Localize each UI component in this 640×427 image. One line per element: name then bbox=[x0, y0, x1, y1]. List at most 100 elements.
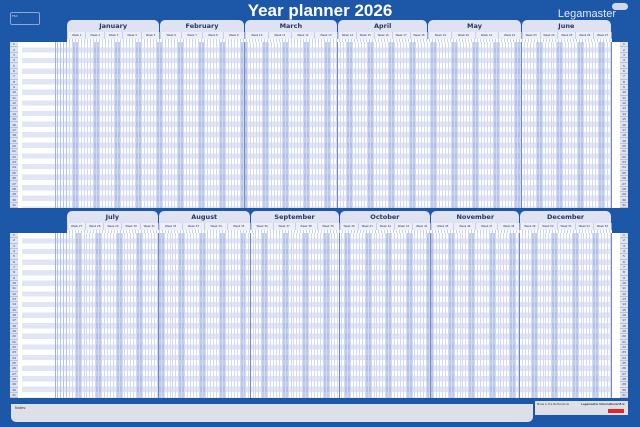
month-tab-november[interactable]: November bbox=[431, 211, 520, 223]
day-column[interactable] bbox=[298, 42, 302, 208]
day-column[interactable] bbox=[175, 42, 179, 208]
day-column[interactable] bbox=[342, 233, 346, 398]
day-column[interactable] bbox=[351, 233, 355, 398]
day-column[interactable] bbox=[461, 42, 465, 208]
weekend-day-column[interactable] bbox=[406, 233, 410, 398]
weekend-day-column[interactable] bbox=[578, 42, 582, 208]
day-column[interactable] bbox=[289, 233, 292, 398]
day-column[interactable] bbox=[608, 233, 611, 398]
day-column[interactable] bbox=[87, 233, 91, 398]
weekend-day-column[interactable] bbox=[140, 233, 143, 398]
day-column[interactable] bbox=[123, 233, 126, 398]
month-tab-august[interactable]: August bbox=[158, 211, 250, 223]
day-column[interactable] bbox=[152, 233, 155, 398]
day-column[interactable] bbox=[546, 233, 550, 398]
day-column[interactable] bbox=[496, 233, 499, 398]
day-column[interactable] bbox=[338, 42, 341, 208]
day-column[interactable] bbox=[238, 42, 241, 208]
day-column[interactable] bbox=[171, 233, 174, 398]
day-column[interactable] bbox=[344, 42, 347, 208]
day-column[interactable] bbox=[143, 233, 146, 398]
weekend-day-column[interactable] bbox=[599, 42, 603, 208]
weekend-day-column[interactable] bbox=[431, 233, 435, 398]
day-column[interactable] bbox=[316, 42, 320, 208]
day-column[interactable] bbox=[503, 42, 506, 208]
weekend-day-column[interactable] bbox=[389, 233, 393, 398]
day-column[interactable] bbox=[146, 233, 149, 398]
day-column[interactable] bbox=[458, 233, 461, 398]
day-column[interactable] bbox=[377, 42, 380, 208]
day-column[interactable] bbox=[488, 42, 492, 208]
weekend-day-column[interactable] bbox=[282, 233, 286, 398]
day-column[interactable] bbox=[121, 42, 124, 208]
day-column[interactable] bbox=[605, 233, 608, 398]
day-column[interactable] bbox=[500, 42, 503, 208]
weekend-day-column[interactable] bbox=[539, 42, 543, 208]
weekend-day-column[interactable] bbox=[596, 233, 600, 398]
weekend-day-column[interactable] bbox=[240, 42, 244, 208]
day-column[interactable] bbox=[173, 233, 177, 398]
day-column[interactable] bbox=[176, 233, 180, 398]
day-column[interactable] bbox=[512, 42, 515, 208]
weekend-day-column[interactable] bbox=[114, 42, 118, 208]
weekend-day-column[interactable] bbox=[575, 233, 579, 398]
day-column[interactable] bbox=[428, 42, 432, 208]
day-column[interactable] bbox=[464, 42, 468, 208]
day-column[interactable] bbox=[151, 42, 154, 208]
day-column[interactable] bbox=[608, 42, 612, 208]
day-column[interactable] bbox=[362, 42, 365, 208]
day-column[interactable] bbox=[280, 233, 283, 398]
weekend-day-column[interactable] bbox=[243, 233, 247, 398]
day-column[interactable] bbox=[520, 233, 524, 398]
day-column[interactable] bbox=[214, 42, 218, 208]
day-column[interactable] bbox=[91, 42, 94, 208]
day-column[interactable] bbox=[260, 42, 263, 208]
day-column[interactable] bbox=[191, 233, 194, 398]
day-column[interactable] bbox=[437, 233, 441, 398]
day-column[interactable] bbox=[353, 42, 356, 208]
day-column[interactable] bbox=[590, 42, 594, 208]
day-column[interactable] bbox=[531, 42, 534, 208]
month-tab-april[interactable]: April bbox=[338, 20, 428, 32]
day-column[interactable] bbox=[125, 233, 129, 398]
weekend-day-column[interactable] bbox=[117, 42, 121, 208]
day-column[interactable] bbox=[466, 233, 470, 398]
day-column[interactable] bbox=[487, 233, 490, 398]
weekend-day-column[interactable] bbox=[492, 233, 496, 398]
day-column[interactable] bbox=[449, 42, 453, 208]
day-column[interactable] bbox=[109, 42, 112, 208]
day-column[interactable] bbox=[443, 233, 446, 398]
day-column[interactable] bbox=[184, 42, 188, 208]
day-column[interactable] bbox=[416, 42, 419, 208]
day-column[interactable] bbox=[363, 233, 366, 398]
weekend-day-column[interactable] bbox=[455, 42, 459, 208]
day-column[interactable] bbox=[380, 233, 384, 398]
weekend-day-column[interactable] bbox=[346, 42, 350, 208]
day-column[interactable] bbox=[248, 42, 251, 208]
notes-area[interactable]: Notes: bbox=[11, 404, 533, 422]
day-column[interactable] bbox=[386, 42, 389, 208]
weekend-day-column[interactable] bbox=[160, 42, 164, 208]
weekend-day-column[interactable] bbox=[476, 42, 480, 208]
day-column[interactable] bbox=[446, 233, 449, 398]
weekend-day-column[interactable] bbox=[552, 233, 556, 398]
weekend-day-column[interactable] bbox=[220, 233, 224, 398]
day-column[interactable] bbox=[321, 233, 324, 398]
weekend-day-column[interactable] bbox=[431, 42, 435, 208]
day-column[interactable] bbox=[67, 233, 70, 398]
day-column[interactable] bbox=[507, 233, 511, 398]
weekend-day-column[interactable] bbox=[202, 233, 206, 398]
day-column[interactable] bbox=[561, 233, 565, 398]
day-column[interactable] bbox=[127, 42, 130, 208]
weekend-day-column[interactable] bbox=[494, 42, 497, 208]
day-column[interactable] bbox=[484, 233, 487, 398]
weekend-day-column[interactable] bbox=[182, 233, 186, 398]
day-column[interactable] bbox=[185, 233, 189, 398]
day-column[interactable] bbox=[434, 233, 438, 398]
day-column[interactable] bbox=[419, 42, 422, 208]
day-column[interactable] bbox=[254, 233, 257, 398]
day-column[interactable] bbox=[491, 42, 494, 208]
day-column[interactable] bbox=[590, 233, 594, 398]
day-column[interactable] bbox=[541, 233, 544, 398]
day-column[interactable] bbox=[596, 42, 600, 208]
